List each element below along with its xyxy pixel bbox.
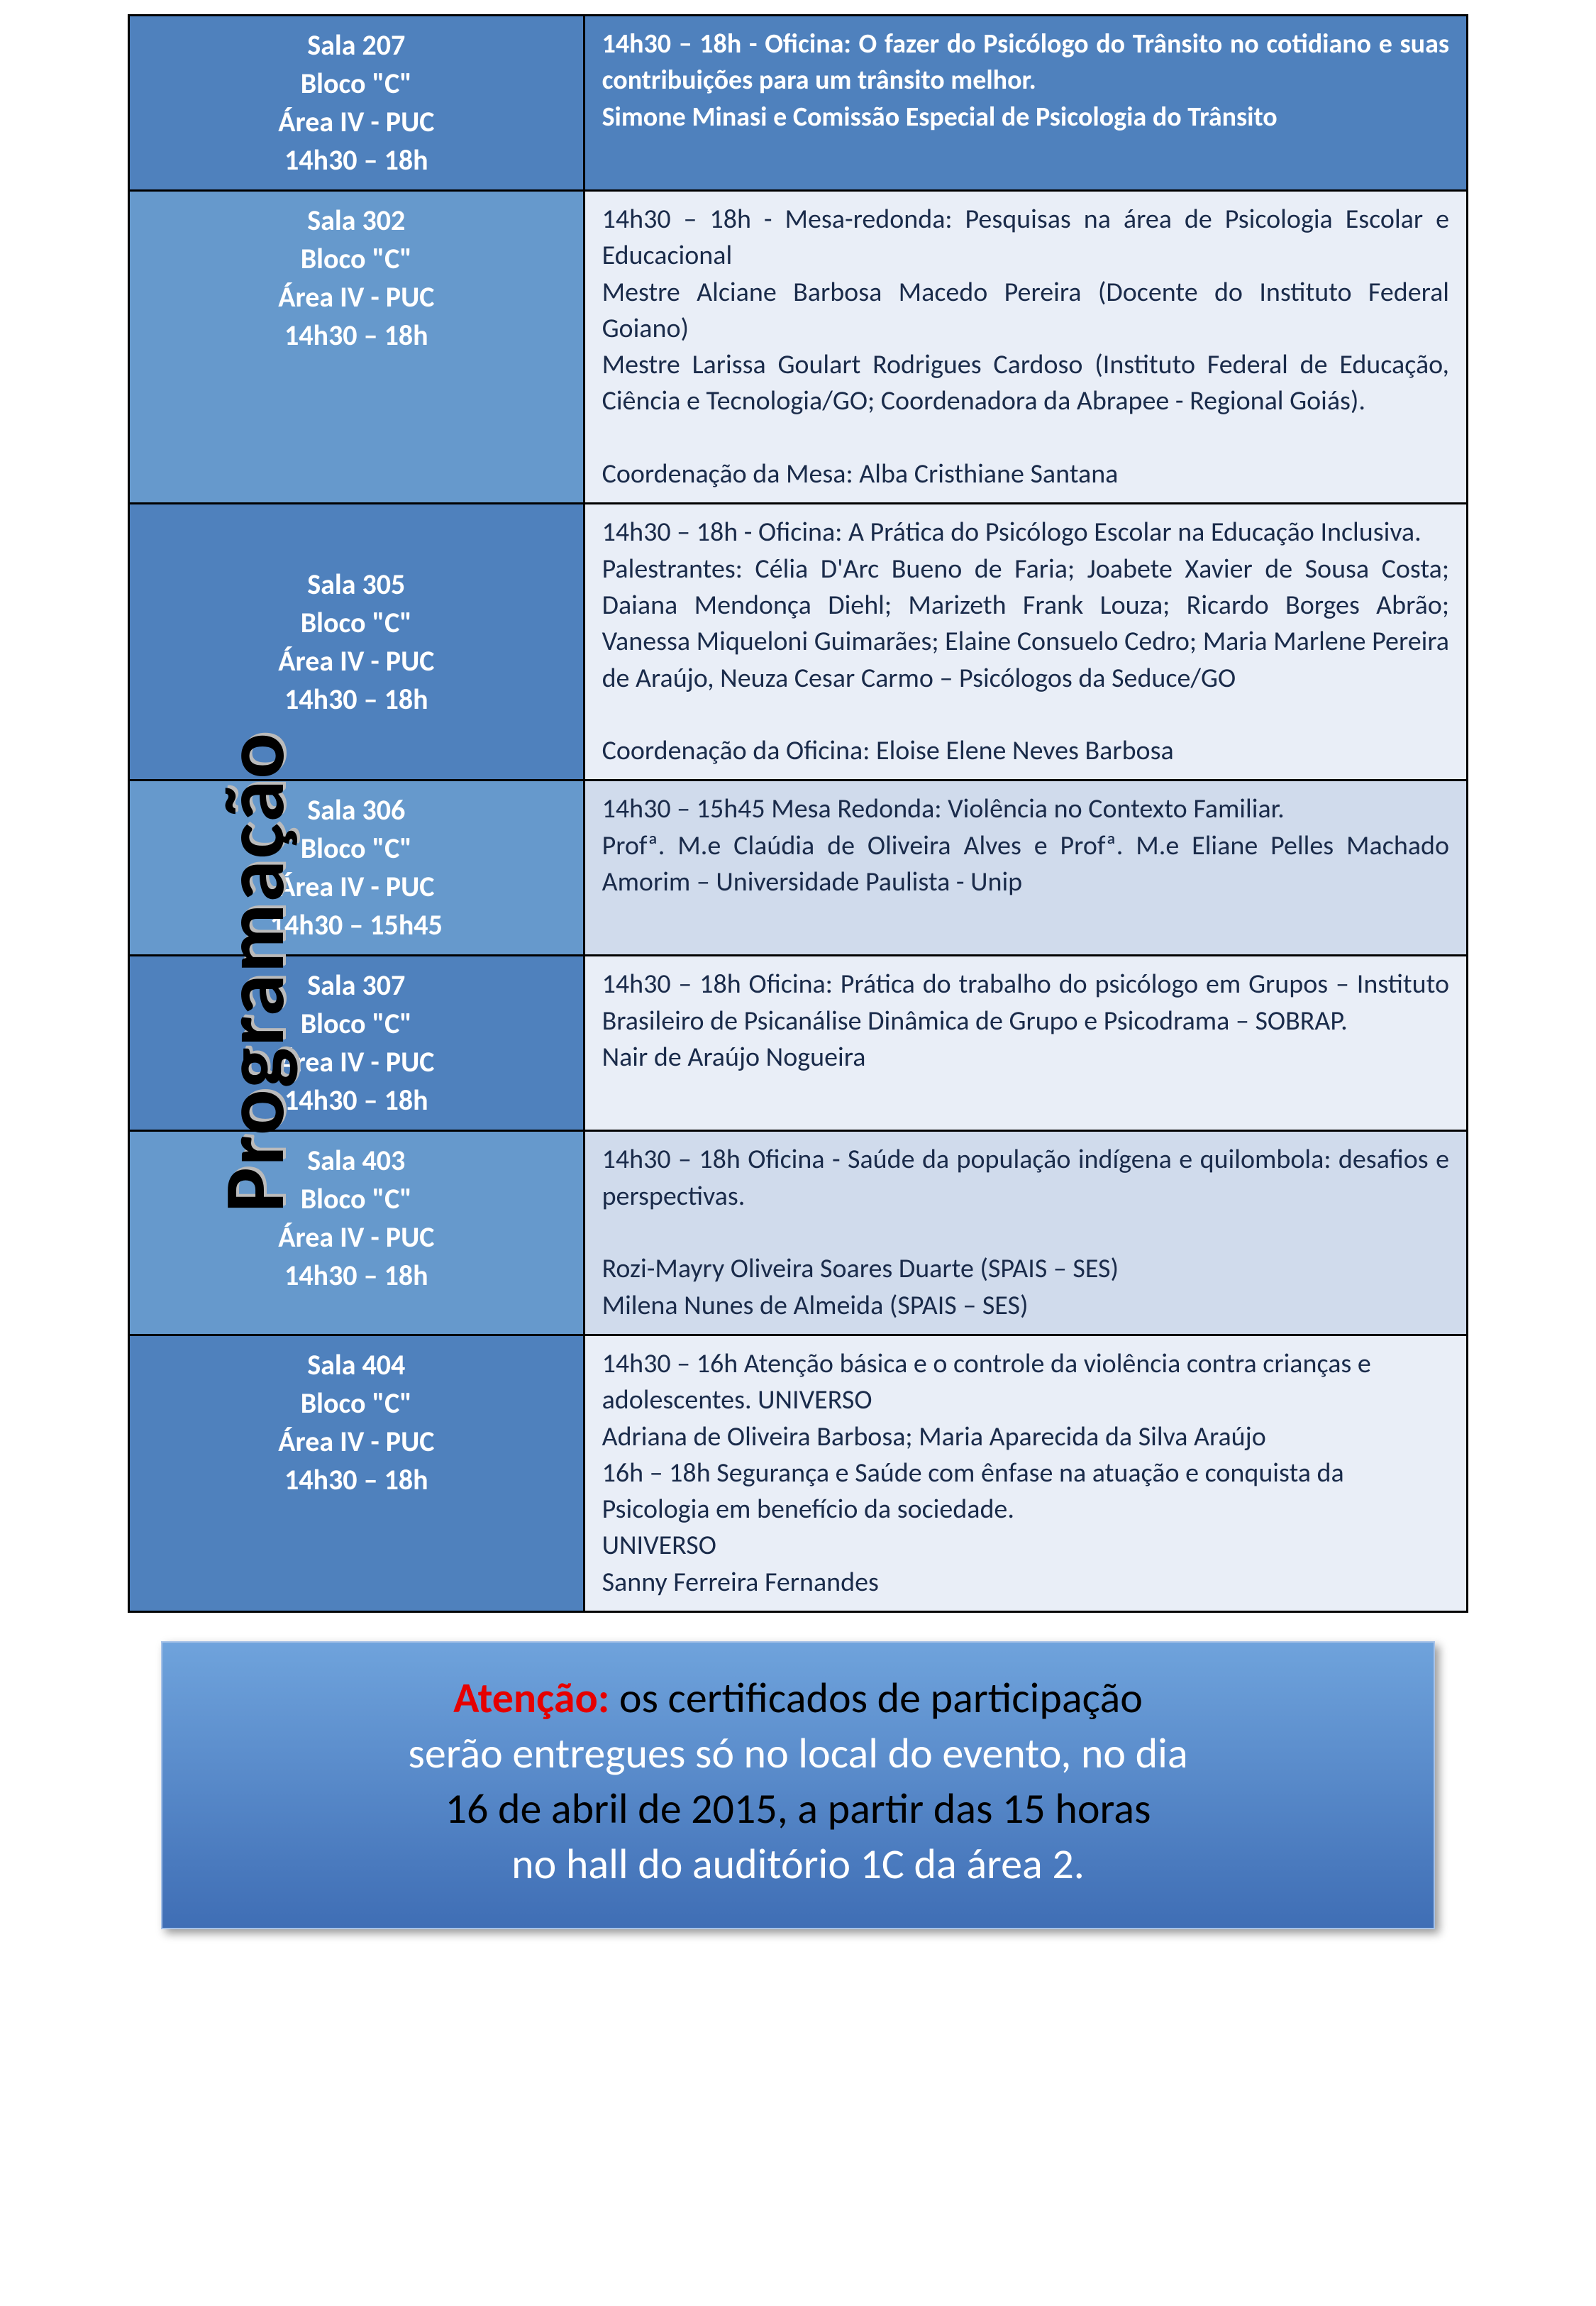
- footer-text-1: os certificados de participação: [609, 1672, 1143, 1724]
- location-line: 14h30 – 18h: [147, 316, 566, 355]
- location-line: Bloco "C": [147, 1384, 566, 1423]
- description-cell: 14h30 – 18h - Oficina: O fazer do Psicól…: [584, 16, 1467, 191]
- footer-text-2: serão entregues só no local do evento, n…: [184, 1726, 1412, 1782]
- location-cell: Sala 403Bloco "C"Área IV - PUC14h30 – 18…: [129, 1131, 584, 1335]
- footer-text-4: no hall do auditório 1C da área 2.: [184, 1837, 1412, 1892]
- footer-attention-label: Atenção:: [453, 1672, 609, 1724]
- location-line: Área IV - PUC: [147, 103, 566, 141]
- location-cell: Sala 404Bloco "C"Área IV - PUC14h30 – 18…: [129, 1335, 584, 1611]
- schedule-table: Sala 207Bloco "C"Área IV - PUC14h30 – 18…: [128, 14, 1468, 1613]
- location-line: Área IV - PUC: [147, 1423, 566, 1461]
- schedule-row: Sala 403Bloco "C"Área IV - PUC14h30 – 18…: [129, 1131, 1468, 1335]
- location-line: Sala 207: [147, 26, 566, 65]
- footer-line-1: Atenção: os certificados de participação: [184, 1671, 1412, 1726]
- schedule-row: Sala 307Bloco "C"Área IV - PUC14h30 – 18…: [129, 956, 1468, 1131]
- location-line: Bloco "C": [147, 65, 566, 103]
- location-cell: Sala 207Bloco "C"Área IV - PUC14h30 – 18…: [129, 16, 584, 191]
- description-cell: 14h30 – 16h Atenção básica e o controle …: [584, 1335, 1467, 1611]
- schedule-row: Sala 207Bloco "C"Área IV - PUC14h30 – 18…: [129, 16, 1468, 191]
- location-line: 14h30 – 18h: [147, 680, 566, 719]
- schedule-row: Sala 404Bloco "C"Área IV - PUC14h30 – 18…: [129, 1335, 1468, 1611]
- location-cell: Sala 305Bloco "C"Área IV - PUC14h30 – 18…: [129, 504, 584, 780]
- location-line: Área IV - PUC: [147, 642, 566, 680]
- description-cell: 14h30 – 18h Oficina: Prática do trabalho…: [584, 956, 1467, 1131]
- schedule-row: Sala 302Bloco "C"Área IV - PUC14h30 – 18…: [129, 191, 1468, 504]
- location-line: Área IV - PUC: [147, 278, 566, 316]
- location-cell: Sala 307Bloco "C"Área IV - PUC14h30 – 18…: [129, 956, 584, 1131]
- location-line: Sala 404: [147, 1346, 566, 1384]
- location-line: Bloco "C": [147, 604, 566, 642]
- location-line: Bloco "C": [147, 240, 566, 278]
- schedule-row: Sala 306Bloco "C"Área IV - PUC14h30 – 15…: [129, 780, 1468, 956]
- location-line: 14h30 – 18h: [147, 1461, 566, 1499]
- description-cell: 14h30 – 18h - Oficina: A Prática do Psic…: [584, 504, 1467, 780]
- sidebar-title: Programação: [203, 732, 306, 1213]
- description-cell: 14h30 – 18h - Mesa-redonda: Pesquisas na…: [584, 191, 1467, 504]
- location-line: Sala 302: [147, 202, 566, 240]
- location-cell: Sala 306Bloco "C"Área IV - PUC14h30 – 15…: [129, 780, 584, 956]
- footer-text-3: 16 de abril de 2015, a partir das 15 hor…: [184, 1782, 1412, 1837]
- location-line: Área IV - PUC: [147, 1218, 566, 1257]
- location-cell: Sala 302Bloco "C"Área IV - PUC14h30 – 18…: [129, 191, 584, 504]
- location-line: Sala 305: [147, 566, 566, 604]
- schedule-row: Sala 305Bloco "C"Área IV - PUC14h30 – 18…: [129, 504, 1468, 780]
- location-line: 14h30 – 18h: [147, 1257, 566, 1295]
- location-line: 14h30 – 18h: [147, 141, 566, 180]
- description-cell: 14h30 – 18h Oficina - Saúde da população…: [584, 1131, 1467, 1335]
- footer-notice: Atenção: os certificados de participação…: [161, 1641, 1435, 1929]
- description-cell: 14h30 – 15h45 Mesa Redonda: Violência no…: [584, 780, 1467, 956]
